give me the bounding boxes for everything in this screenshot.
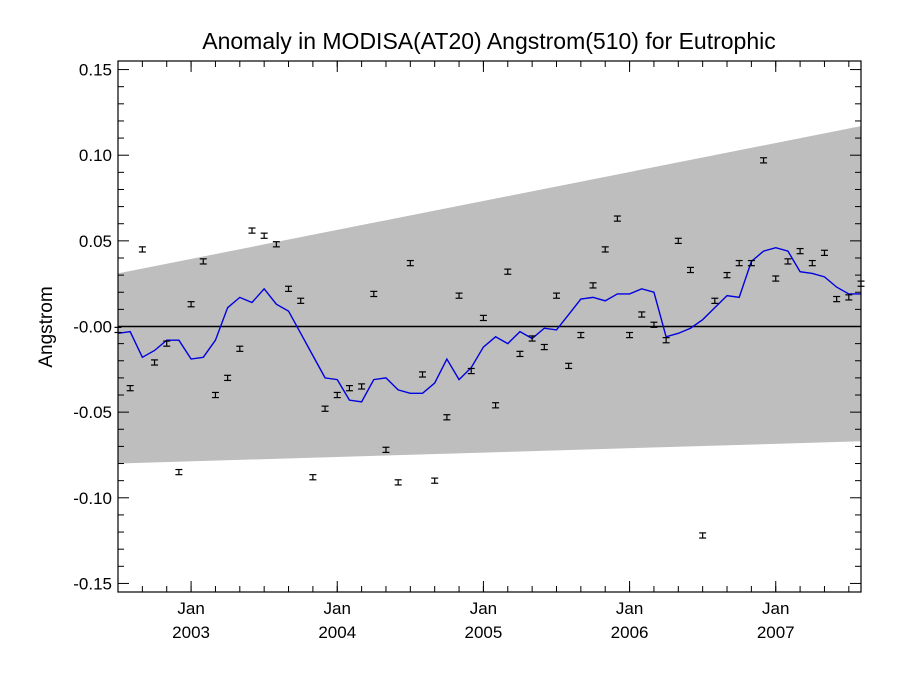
data-point [297, 297, 305, 304]
y-tick-label: -0.15 [73, 574, 112, 593]
data-point [126, 384, 134, 392]
data-point [260, 232, 268, 239]
data-point [516, 350, 524, 358]
x-tick-month-label: Jan [177, 599, 204, 618]
x-tick-month-label: Jan [324, 599, 351, 618]
data-point [236, 345, 244, 352]
data-point [211, 391, 219, 399]
data-point [552, 292, 560, 299]
data-point [333, 391, 341, 399]
data-point [528, 335, 536, 342]
data-point [394, 479, 402, 486]
points-layer [114, 157, 865, 539]
confidence-band [118, 126, 861, 464]
data-point [151, 359, 159, 366]
data-point [674, 237, 682, 245]
data-point [723, 271, 731, 279]
x-tick-month-label: Jan [616, 599, 643, 618]
data-point [638, 311, 646, 318]
x-tick-year-label: 2004 [318, 623, 356, 642]
data-point [199, 258, 207, 265]
data-point [650, 321, 658, 328]
data-point [431, 477, 439, 484]
data-point [808, 259, 816, 267]
data-point [577, 331, 585, 339]
x-tick-month-label: Jan [762, 599, 789, 618]
data-point [187, 301, 195, 308]
data-point [504, 268, 512, 275]
data-point [285, 285, 293, 292]
x-tick-month-label: Jan [470, 599, 497, 618]
chart-title: Anomaly in MODISA(AT20) Angstrom(510) fo… [202, 28, 776, 54]
data-point [309, 474, 317, 481]
data-point [345, 384, 353, 392]
data-point [406, 259, 414, 267]
envelope-layer [118, 126, 861, 464]
data-point [601, 246, 609, 253]
data-point [321, 405, 329, 412]
data-point [419, 371, 427, 378]
y-tick-label: 0.05 [79, 232, 112, 251]
data-point [492, 402, 500, 409]
data-point [735, 259, 743, 267]
data-point [224, 374, 232, 382]
data-point [540, 343, 548, 351]
y-tick-label: 0.10 [79, 146, 112, 165]
data-point [272, 241, 280, 248]
data-point [382, 446, 390, 453]
data-point [796, 247, 804, 255]
data-point [662, 337, 670, 344]
data-point [760, 157, 768, 164]
data-point [626, 331, 634, 339]
data-point [686, 266, 694, 274]
line-series-layer [117, 246, 861, 403]
y-axis-label: Angstrom [36, 286, 57, 367]
data-point [443, 414, 451, 421]
data-point [138, 246, 146, 253]
data-point [248, 227, 256, 234]
data-point [699, 532, 707, 539]
data-point [845, 294, 853, 301]
x-tick-year-label: 2005 [464, 623, 502, 642]
data-point [163, 340, 171, 347]
data-point [565, 362, 573, 370]
y-tick-label: -0.05 [73, 403, 112, 422]
data-point [467, 367, 475, 375]
x-tick-year-label: 2007 [757, 623, 795, 642]
data-point [175, 468, 183, 476]
x-tick-year-label: 2003 [172, 623, 210, 642]
data-point [772, 275, 780, 282]
data-point [358, 383, 366, 390]
data-point [820, 249, 828, 257]
data-point [833, 295, 841, 303]
data-point [711, 297, 719, 304]
data-point [747, 259, 755, 267]
data-point [784, 258, 792, 265]
x-tick-year-label: 2006 [611, 623, 649, 642]
data-point [479, 314, 487, 322]
tick-layer: 0.15 0.10 0.05 -0.00 -0.05 -0.10 -0.15 Jan 2003 J… [73, 61, 861, 642]
data-point [613, 215, 621, 222]
y-tick-label: 0.15 [79, 61, 112, 80]
smoothed-line [117, 246, 861, 403]
data-point [589, 282, 597, 289]
data-point [370, 290, 378, 298]
y-tick-label: -0.00 [73, 318, 112, 337]
y-tick-label: -0.10 [73, 489, 112, 508]
data-point [455, 292, 463, 299]
